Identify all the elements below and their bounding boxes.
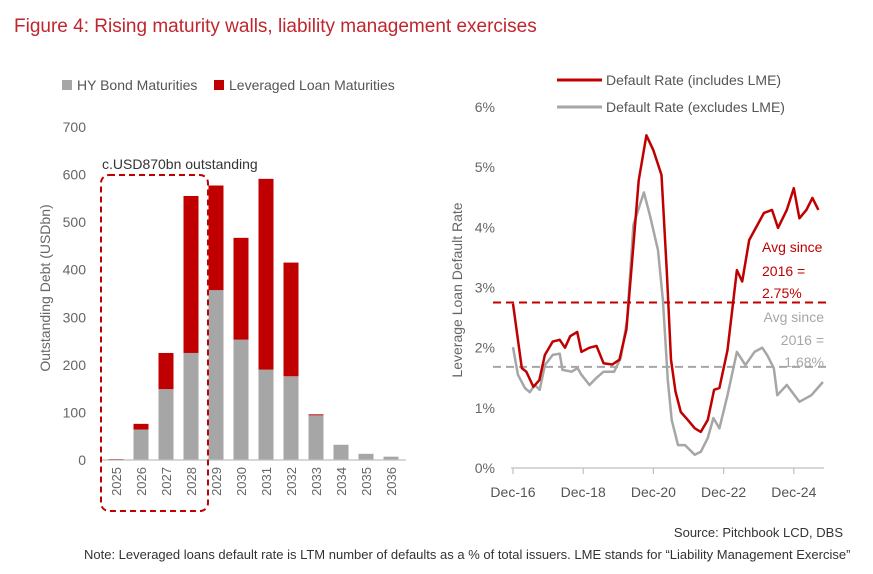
source-text: Source: Pitchbook LCD, DBS: [673, 525, 843, 540]
legend-label-0: Default Rate (includes LME): [606, 72, 781, 88]
bar-2026-hy-bond: [133, 429, 149, 460]
x-tick-label: Dec-18: [561, 484, 606, 500]
figure-title: Figure 4: Rising maturity walls, liabili…: [14, 16, 537, 37]
x-tick-label: 2030: [234, 467, 249, 496]
x-tick-label: 2026: [134, 467, 149, 496]
x-tick-label: Dec-24: [771, 484, 816, 500]
x-tick-label: 2029: [209, 467, 224, 496]
x-tick-label: 2025: [109, 467, 124, 496]
x-tick-label: Dec-20: [631, 484, 676, 500]
legend-label-0: HY Bond Maturities: [77, 77, 197, 93]
highlight-box: [100, 174, 209, 512]
x-tick-label: 2033: [309, 467, 324, 496]
x-tick-label: 2031: [259, 467, 274, 496]
bar-2033-leveraged-loan: [308, 414, 324, 416]
y-tick-label: 400: [63, 262, 87, 278]
average-label: 2.75%: [762, 285, 802, 301]
bar-2030-leveraged-loan: [233, 237, 249, 340]
bar-2028-hy-bond: [183, 352, 199, 460]
x-tick-label: 2032: [284, 467, 299, 496]
average-label: 2016 =: [762, 263, 805, 279]
y-tick-label: 5%: [475, 159, 495, 175]
y-tick-label: 500: [63, 214, 87, 230]
bar-2029-hy-bond: [208, 290, 224, 460]
y-tick-label: 6%: [475, 99, 495, 115]
series-line-excludes-lme: [511, 191, 824, 457]
bar-2026-leveraged-loan: [133, 423, 149, 430]
average-label: 2016 =: [781, 332, 824, 348]
y-tick-label: 3%: [475, 280, 495, 296]
y-tick-label: 300: [63, 309, 87, 325]
series-line-includes-lme: [511, 134, 820, 434]
bar-2030-hy-bond: [233, 339, 249, 460]
y-tick-label: 100: [63, 404, 87, 420]
bar-2034-hy-bond: [333, 444, 349, 460]
x-tick-label: 2036: [384, 467, 399, 496]
y-tick-label: 700: [63, 119, 87, 135]
y-tick-label: 0%: [475, 460, 495, 476]
x-tick-label: 2035: [359, 467, 374, 496]
bar-2029-leveraged-loan: [208, 185, 224, 291]
bar-2027-leveraged-loan: [158, 352, 174, 390]
legend-swatch-1: [214, 80, 224, 90]
x-tick-label: 2027: [159, 467, 174, 496]
average-label: 1.68%: [784, 354, 824, 370]
y-tick-label: 4%: [475, 219, 495, 235]
y-tick-label: 200: [63, 357, 87, 373]
y-tick-label: 600: [63, 167, 87, 183]
x-tick-label: Dec-16: [490, 484, 535, 500]
bar-2032-leveraged-loan: [283, 262, 299, 377]
legend-label-1: Leveraged Loan Maturities: [229, 77, 395, 93]
bar-2031-leveraged-loan: [258, 178, 274, 370]
x-tick-label: Dec-22: [701, 484, 746, 500]
x-tick-label: 2028: [184, 467, 199, 496]
y-axis-title: Leverage Loan Default Rate: [449, 202, 465, 377]
bar-2032-hy-bond: [283, 376, 299, 460]
bar-2027-hy-bond: [158, 389, 174, 460]
average-label: Avg since: [762, 239, 823, 255]
bar-2033-hy-bond: [308, 415, 324, 460]
average-label: Avg since: [764, 309, 825, 325]
bar-2031-hy-bond: [258, 369, 274, 460]
bar-2036-hy-bond: [383, 456, 399, 460]
y-tick-label: 0: [78, 452, 86, 468]
y-tick-label: 2%: [475, 340, 495, 356]
y-axis-title: Outstanding Debt (USDbn): [37, 204, 53, 371]
legend-swatch-0: [62, 80, 72, 90]
annotation-outstanding: c.USD870bn outstanding: [102, 156, 258, 172]
bar-2028-leveraged-loan: [183, 195, 199, 353]
bar-2035-hy-bond: [358, 453, 374, 460]
note-text: Note: Leveraged loans default rate is LT…: [84, 547, 851, 562]
x-tick-label: 2034: [334, 467, 349, 496]
legend-label-1: Default Rate (excludes LME): [606, 99, 785, 115]
y-tick-label: 1%: [475, 400, 495, 416]
